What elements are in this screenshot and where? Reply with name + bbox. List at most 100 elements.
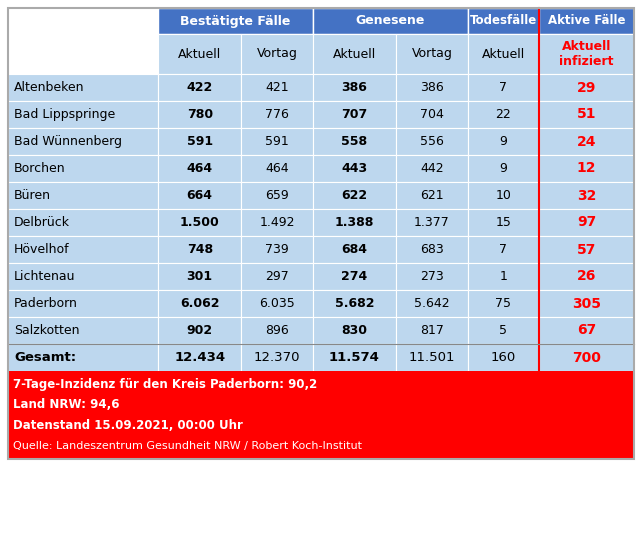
Bar: [158, 8, 313, 34]
Bar: [241, 236, 313, 263]
Bar: [313, 344, 396, 371]
Bar: [8, 344, 158, 371]
Bar: [313, 128, 396, 155]
Bar: [8, 128, 158, 155]
Bar: [396, 101, 467, 128]
Text: 7: 7: [499, 81, 507, 94]
Bar: [8, 8, 634, 459]
Text: 739: 739: [265, 243, 289, 256]
Text: Todesfälle: Todesfälle: [470, 15, 537, 27]
Bar: [539, 34, 634, 74]
Bar: [241, 290, 313, 317]
Bar: [158, 101, 241, 128]
Bar: [396, 209, 467, 236]
Text: 274: 274: [342, 270, 368, 283]
Bar: [158, 290, 241, 317]
Text: 6.035: 6.035: [259, 297, 295, 310]
Bar: [467, 317, 539, 344]
Text: Gesamt:: Gesamt:: [14, 351, 76, 364]
Text: 7-Tage-Inzidenz für den Kreis Paderborn: 90,2: 7-Tage-Inzidenz für den Kreis Paderborn:…: [13, 378, 317, 391]
Text: 1.388: 1.388: [335, 216, 374, 229]
Bar: [539, 236, 634, 263]
Bar: [8, 290, 158, 317]
Bar: [241, 182, 313, 209]
Bar: [8, 74, 158, 101]
Text: Altenbeken: Altenbeken: [14, 81, 85, 94]
Text: 12: 12: [577, 161, 596, 175]
Text: 305: 305: [572, 296, 601, 311]
Bar: [158, 155, 241, 182]
Bar: [396, 344, 467, 371]
Bar: [158, 74, 241, 101]
Bar: [396, 155, 467, 182]
Bar: [158, 236, 241, 263]
Bar: [396, 128, 467, 155]
Text: 26: 26: [577, 269, 596, 283]
Bar: [8, 236, 158, 263]
Text: 15: 15: [496, 216, 512, 229]
Bar: [467, 8, 539, 34]
Bar: [313, 209, 396, 236]
Bar: [158, 128, 241, 155]
Text: 421: 421: [265, 81, 289, 94]
Bar: [539, 182, 634, 209]
Bar: [241, 155, 313, 182]
Text: 301: 301: [187, 270, 213, 283]
Text: Datenstand 15.09.2021, 00:00 Uhr: Datenstand 15.09.2021, 00:00 Uhr: [13, 419, 243, 432]
Text: 386: 386: [420, 81, 444, 94]
Text: 297: 297: [265, 270, 289, 283]
Bar: [467, 128, 539, 155]
Bar: [467, 101, 539, 128]
Text: Vortag: Vortag: [412, 47, 453, 60]
Text: Borchen: Borchen: [14, 162, 65, 175]
Text: 556: 556: [420, 135, 444, 148]
Text: Quelle: Landeszentrum Gesundheit NRW / Robert Koch-Institut: Quelle: Landeszentrum Gesundheit NRW / R…: [13, 441, 362, 451]
Bar: [313, 34, 396, 74]
Bar: [313, 155, 396, 182]
Text: 32: 32: [577, 189, 596, 203]
Text: 707: 707: [342, 108, 368, 121]
Text: 9: 9: [499, 162, 507, 175]
Text: 386: 386: [342, 81, 367, 94]
Text: 591: 591: [265, 135, 289, 148]
Text: 704: 704: [420, 108, 444, 121]
Text: 97: 97: [577, 215, 596, 229]
Bar: [8, 8, 158, 34]
Bar: [467, 209, 539, 236]
Text: Aktuell: Aktuell: [482, 47, 525, 60]
Bar: [8, 209, 158, 236]
Text: 896: 896: [265, 324, 289, 337]
Bar: [396, 263, 467, 290]
Bar: [158, 34, 241, 74]
Text: 464: 464: [187, 162, 213, 175]
Bar: [158, 344, 241, 371]
Text: Lichtenau: Lichtenau: [14, 270, 76, 283]
Bar: [539, 290, 634, 317]
Text: 1.500: 1.500: [180, 216, 220, 229]
Bar: [8, 317, 158, 344]
Text: Aktuell: Aktuell: [178, 47, 221, 60]
Bar: [313, 290, 396, 317]
Bar: [467, 34, 539, 74]
Bar: [539, 317, 634, 344]
Text: 700: 700: [572, 350, 601, 365]
Text: 6.062: 6.062: [180, 297, 220, 310]
Bar: [241, 317, 313, 344]
Text: Paderborn: Paderborn: [14, 297, 78, 310]
Text: 780: 780: [187, 108, 213, 121]
Text: 621: 621: [420, 189, 444, 202]
Text: 160: 160: [491, 351, 516, 364]
Text: 817: 817: [420, 324, 444, 337]
Bar: [539, 74, 634, 101]
Bar: [158, 209, 241, 236]
Text: Delbrück: Delbrück: [14, 216, 70, 229]
Text: Aktive Fälle: Aktive Fälle: [548, 15, 625, 27]
Bar: [539, 344, 634, 371]
Bar: [241, 263, 313, 290]
Text: 464: 464: [265, 162, 289, 175]
Text: 5.682: 5.682: [334, 297, 374, 310]
Text: 12.434: 12.434: [174, 351, 225, 364]
Bar: [539, 128, 634, 155]
Text: 443: 443: [342, 162, 368, 175]
Text: 11.501: 11.501: [408, 351, 455, 364]
